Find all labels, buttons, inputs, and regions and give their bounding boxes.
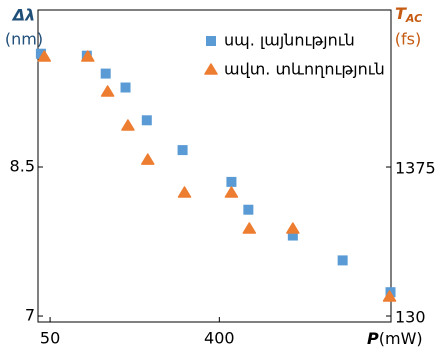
legend-marker xyxy=(206,36,216,46)
y2-unit: (fs) xyxy=(395,30,421,49)
y-label: Δλ xyxy=(11,6,36,25)
point xyxy=(121,119,135,131)
y2-tick-label: 1375 xyxy=(395,159,436,178)
y2-tick-label: 130 xyxy=(395,308,426,327)
point xyxy=(243,204,254,215)
point xyxy=(177,186,192,198)
y-tick-label: 7 xyxy=(25,306,35,325)
x-label: P(mW) xyxy=(367,329,423,348)
point xyxy=(242,222,257,234)
x-tick-label: 400 xyxy=(204,329,235,348)
point xyxy=(100,85,115,97)
point xyxy=(177,145,188,156)
point xyxy=(120,82,131,93)
point xyxy=(141,115,152,126)
point xyxy=(226,176,237,187)
plot-frame xyxy=(37,9,392,323)
y2-label-main: T xyxy=(395,4,407,23)
point xyxy=(286,222,300,234)
point xyxy=(100,68,111,79)
legend-marker xyxy=(204,63,218,75)
y-unit: (nm) xyxy=(5,30,43,49)
y2-label: TAC xyxy=(395,4,422,26)
y2-label-sub: AC xyxy=(405,12,422,25)
point xyxy=(224,186,239,198)
legend-label: ավտ. տևողություն xyxy=(224,60,385,79)
x-label-main: P xyxy=(367,329,379,348)
legend-label: սպ. լայնություն xyxy=(224,31,355,50)
point xyxy=(141,153,155,165)
point xyxy=(337,255,348,266)
point xyxy=(382,290,397,302)
point xyxy=(37,50,52,62)
x-tick-label: 50 xyxy=(40,329,60,348)
x-label-unit: (mW) xyxy=(379,329,423,348)
point xyxy=(81,50,95,62)
y-tick-label: 8.5 xyxy=(10,156,35,175)
point xyxy=(35,48,46,59)
point xyxy=(287,230,298,241)
